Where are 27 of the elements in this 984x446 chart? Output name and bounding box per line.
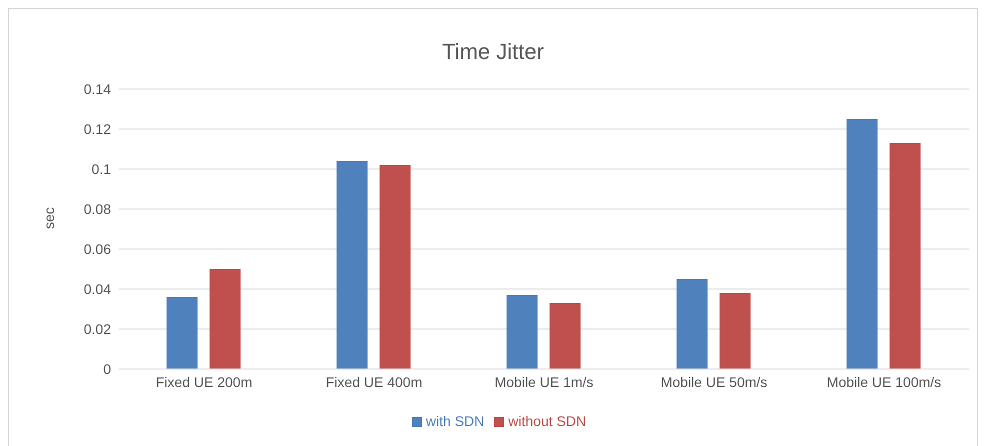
x-tick-label: Mobile UE 100m/s <box>826 374 942 390</box>
y-tick-label: 0.02 <box>84 320 112 337</box>
y-tick-label: 0.12 <box>84 120 112 137</box>
bar <box>210 269 241 369</box>
legend-label: without SDN <box>508 413 586 429</box>
y-tick-label: 0.04 <box>84 280 112 297</box>
bar <box>336 161 368 369</box>
x-tick-label: Fixed UE 400m <box>326 374 422 390</box>
bar <box>846 119 878 369</box>
bar <box>380 165 411 369</box>
bar <box>506 295 538 369</box>
chart-title: Time Jitter <box>441 39 545 65</box>
bar <box>676 279 708 369</box>
y-axis-title: sec <box>40 207 57 229</box>
y-tick-label: 0.14 <box>84 80 112 97</box>
y-tick-label: 0.08 <box>84 200 112 217</box>
x-tick-label: Mobile UE 50m/s <box>660 374 768 390</box>
y-tick-label: 0.06 <box>84 240 112 257</box>
bar <box>550 303 581 369</box>
legend-label: with SDN <box>426 413 484 429</box>
x-tick-label: Mobile UE 1m/s <box>494 374 594 390</box>
y-tick-label: 0 <box>103 360 112 377</box>
bar <box>720 293 751 369</box>
bar <box>166 297 198 369</box>
x-tick-label: Fixed UE 200m <box>156 374 252 390</box>
y-tick-label: 0.1 <box>92 160 112 177</box>
bar <box>890 143 921 369</box>
